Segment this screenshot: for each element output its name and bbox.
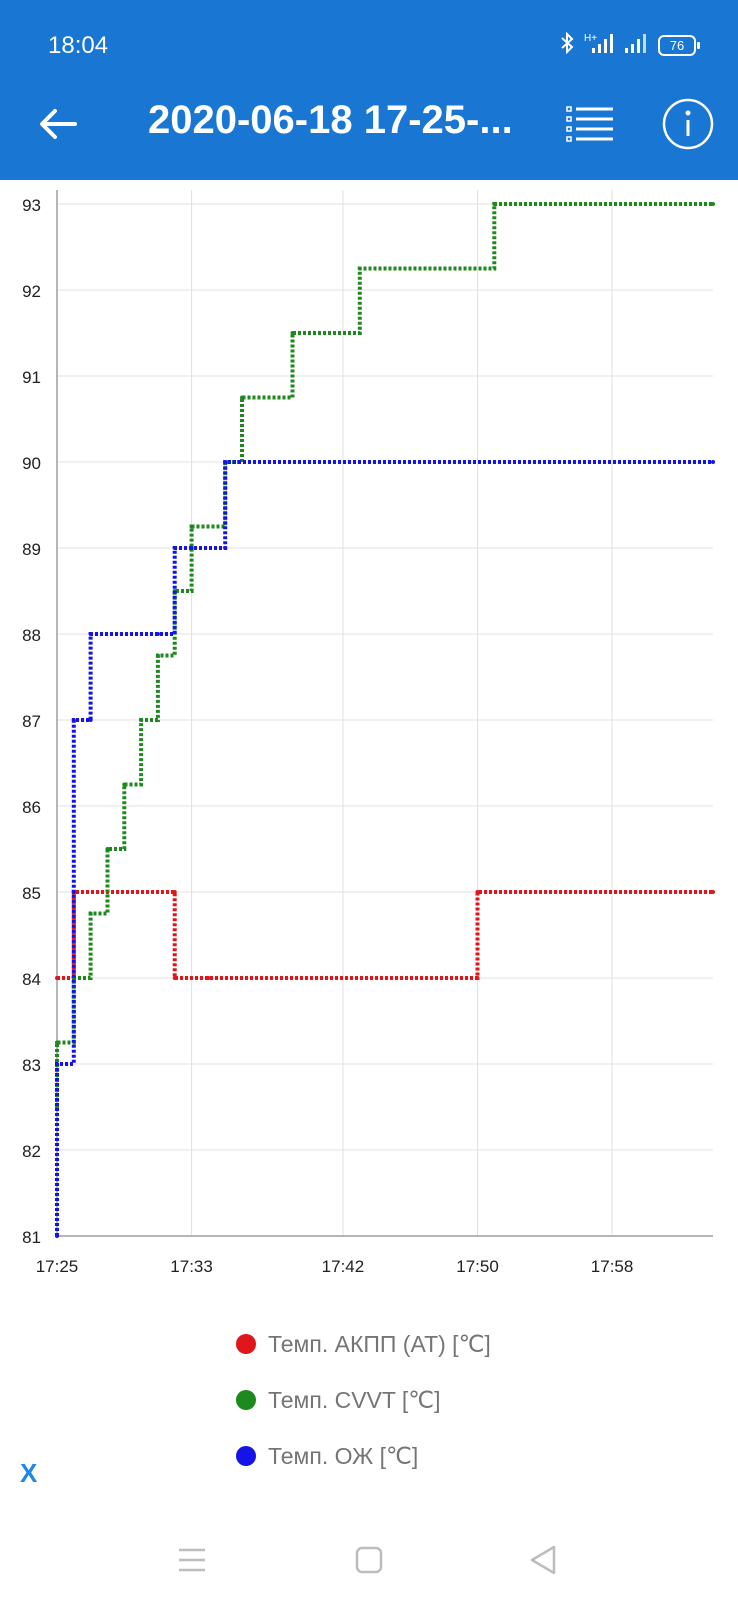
y-tick-label: 88 (22, 626, 41, 645)
series-2-point (55, 1040, 59, 1045)
series-2-point (492, 202, 497, 206)
series-1-point (475, 890, 480, 894)
back-triangle-icon (530, 1545, 556, 1575)
series-1-point (172, 976, 177, 980)
series-3-point (71, 718, 76, 722)
series-3-point (223, 460, 228, 464)
x-tick-label: 17:25 (36, 1257, 79, 1276)
series-2-point (122, 782, 127, 787)
series-3-point (189, 546, 194, 550)
bluetooth-icon (560, 31, 574, 59)
status-time: 18:04 (48, 32, 109, 59)
series-2-point (88, 911, 93, 916)
x-tick-label: 17:42 (322, 1257, 365, 1276)
series-3-point (155, 632, 160, 636)
series-line-1 (57, 890, 713, 980)
series-2-point (357, 266, 362, 271)
legend-label: Темп. CVVT [℃] (268, 1386, 441, 1413)
back-button[interactable] (28, 96, 88, 152)
menu-icon (179, 1548, 205, 1572)
svg-text:H+: H+ (584, 33, 597, 44)
x-tick-label: 17:50 (456, 1257, 499, 1276)
y-tick-label: 93 (22, 196, 41, 215)
back-arrow-icon (40, 109, 77, 139)
battery-icon: 76 (658, 34, 700, 56)
series-2-point (711, 202, 715, 206)
nav-back-button[interactable] (521, 1538, 565, 1582)
menu-button[interactable] (170, 1538, 214, 1582)
y-tick-label: 82 (22, 1142, 41, 1161)
y-tick-label: 87 (22, 712, 41, 731)
series-3-point (55, 1062, 59, 1066)
home-button[interactable] (347, 1538, 391, 1582)
x-tick-label: 17:58 (591, 1257, 634, 1276)
legend-dot-icon (236, 1334, 256, 1354)
list-button[interactable] (560, 96, 620, 152)
info-button[interactable] (660, 96, 716, 152)
legend-item-3[interactable]: Темп. ОЖ [℃] (236, 1428, 491, 1484)
x-tick-label: 17:33 (170, 1257, 213, 1276)
series-3-point (172, 546, 177, 550)
series-3-point (88, 718, 93, 722)
series-1-point (172, 890, 177, 894)
system-nav-bar (0, 1520, 738, 1600)
series-3-point (88, 632, 93, 636)
list-icon (566, 106, 613, 142)
y-tick-label: 86 (22, 798, 41, 817)
y-tick-label: 83 (22, 1056, 41, 1075)
series-1-point (711, 890, 715, 894)
series-3-point (711, 460, 715, 464)
y-tick-label: 81 (22, 1228, 41, 1247)
signal-icon: H+ (584, 32, 614, 59)
home-icon (355, 1546, 383, 1574)
y-tick-label: 92 (22, 282, 41, 301)
legend-dot-icon (236, 1446, 256, 1466)
y-tick-label: 84 (22, 970, 41, 989)
legend-item-1[interactable]: Темп. АКПП (AT) [℃] (236, 1316, 491, 1372)
series-line-2 (55, 202, 713, 1107)
y-tick-label: 91 (22, 368, 41, 387)
series-2-point (189, 524, 194, 529)
legend-label: Темп. АКПП (AT) [℃] (268, 1330, 491, 1357)
series-3-point (71, 890, 76, 894)
series-1-point (206, 976, 211, 980)
series-2-point (105, 847, 110, 851)
legend-label: Темп. ОЖ [℃] (268, 1442, 419, 1469)
y-tick-label: 85 (22, 884, 41, 903)
signal-icon-2 (624, 32, 648, 59)
info-icon (662, 98, 714, 150)
line-chart[interactable]: 81 82 83 84 85 86 87 88 89 90 91 92 93 17:25 17:33 17:4… (0, 180, 738, 1300)
status-icons: H+ 76 (560, 30, 700, 60)
series-3-point (55, 1234, 59, 1238)
series-2-point (155, 653, 160, 658)
series-1-point (55, 976, 59, 980)
series-2-point (139, 718, 144, 722)
app-bar: 18:04 H+ 76 2020-06-18 17-25-... (0, 0, 738, 180)
y-tick-label: 90 (22, 454, 41, 473)
series-1-point (475, 976, 480, 980)
y-tick-label: 89 (22, 540, 41, 559)
legend-item-2[interactable]: Темп. CVVT [℃] (236, 1372, 491, 1428)
legend-dot-icon (236, 1390, 256, 1410)
clear-button[interactable]: X (20, 1458, 38, 1488)
series-line-3 (55, 460, 713, 1236)
chart-legend: Темп. АКПП (AT) [℃] Темп. CVVT [℃] Темп. О… (236, 1316, 491, 1484)
series-3-point (223, 546, 228, 550)
series-2-point (240, 395, 245, 400)
page-title: 2020-06-18 17-25-... (148, 98, 513, 142)
series-2-point (290, 331, 295, 335)
